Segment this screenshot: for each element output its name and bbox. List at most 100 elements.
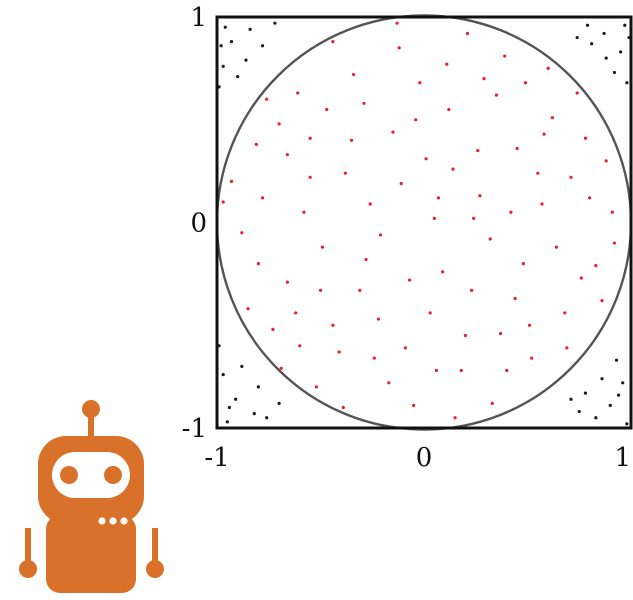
inside-point: [378, 233, 383, 237]
inside-point: [530, 356, 534, 360]
outside-point: [252, 412, 256, 416]
outside-point: [227, 405, 232, 410]
inside-point: [470, 288, 474, 292]
inside-point: [494, 93, 499, 97]
inside-point: [229, 179, 234, 183]
inside-point: [527, 323, 532, 327]
inside-point: [432, 216, 436, 220]
inside-point: [320, 245, 325, 249]
inside-point: [546, 66, 550, 70]
outside-points-series: [217, 21, 631, 426]
inside-point: [436, 196, 441, 200]
y-tick-label: 0: [190, 209, 207, 239]
inside-point: [550, 116, 554, 120]
inside-point: [364, 257, 368, 262]
inside-point: [604, 159, 608, 163]
inside-point: [256, 262, 260, 266]
inside-point: [296, 91, 300, 95]
inside-point: [441, 270, 445, 274]
inside-point: [358, 288, 362, 292]
outside-point: [223, 25, 227, 29]
inside-points-series: [221, 21, 617, 420]
inside-point: [352, 72, 356, 77]
inside-point: [610, 210, 614, 214]
inside-point: [349, 138, 354, 142]
inside-point: [395, 21, 399, 25]
outside-point: [219, 44, 223, 48]
inside-point: [294, 311, 298, 315]
inside-point: [540, 202, 544, 206]
inside-point: [554, 245, 559, 249]
inside-point: [451, 167, 455, 171]
inside-point: [536, 171, 540, 175]
outside-point: [602, 31, 606, 36]
inside-point: [308, 136, 312, 140]
inside-point: [482, 77, 486, 81]
inside-point: [569, 175, 573, 179]
inside-point: [459, 368, 463, 373]
plot-frame: [215, 15, 633, 430]
outside-point: [221, 372, 225, 377]
inside-point: [260, 196, 265, 200]
outside-point: [612, 70, 617, 75]
outside-point: [229, 40, 234, 44]
scatter-plot: -1 0 1 -1 0 1: [182, 3, 633, 473]
inside-point: [472, 216, 476, 220]
inside-point: [434, 368, 439, 373]
outside-point: [569, 397, 573, 401]
inside-point: [331, 323, 335, 327]
inside-point: [397, 46, 401, 50]
outside-point: [608, 403, 612, 407]
inside-point: [523, 81, 528, 85]
outside-point: [604, 56, 608, 60]
y-tick-label: -1: [182, 414, 207, 444]
inside-point: [428, 311, 432, 315]
x-tick-label: -1: [204, 443, 229, 473]
outside-point: [585, 23, 590, 27]
inside-point: [565, 346, 569, 350]
inside-point: [490, 401, 494, 405]
inside-point: [600, 298, 604, 303]
inside-point: [465, 31, 470, 36]
inside-point: [503, 54, 507, 58]
outside-point: [623, 23, 627, 27]
inside-point: [509, 210, 513, 214]
outside-point: [265, 416, 269, 420]
inside-point: [488, 237, 492, 241]
inside-point: [325, 107, 329, 112]
inside-point: [542, 132, 546, 136]
inside-point: [505, 368, 509, 373]
robot-mascot-icon: [19, 400, 164, 593]
inside-point: [314, 385, 318, 389]
inside-point: [521, 262, 525, 266]
inside-point: [579, 276, 583, 280]
inside-point: [337, 350, 341, 354]
inside-point: [447, 107, 451, 112]
inside-point: [298, 344, 302, 348]
outside-point: [600, 377, 604, 381]
outside-point: [616, 393, 621, 397]
x-tick-label: 1: [614, 443, 631, 473]
inside-point: [240, 231, 244, 235]
inside-point: [246, 307, 250, 311]
inside-point: [424, 157, 428, 161]
inside-point: [308, 175, 312, 179]
outside-point: [575, 35, 579, 40]
inside-point: [612, 241, 617, 245]
outside-point: [577, 409, 581, 414]
inside-point: [331, 40, 335, 44]
inside-point: [391, 130, 395, 134]
inside-point: [463, 333, 467, 338]
outside-point: [625, 422, 629, 426]
inside-point: [302, 210, 306, 214]
inside-point: [515, 146, 519, 151]
unit-circle: [215, 14, 633, 431]
inside-point: [376, 317, 381, 321]
outside-point: [248, 27, 252, 31]
x-axis-ticks: -1 0 1: [204, 443, 631, 473]
inside-point: [583, 136, 588, 140]
outside-point: [240, 364, 244, 368]
inside-point: [563, 311, 567, 315]
inside-point: [318, 288, 323, 292]
